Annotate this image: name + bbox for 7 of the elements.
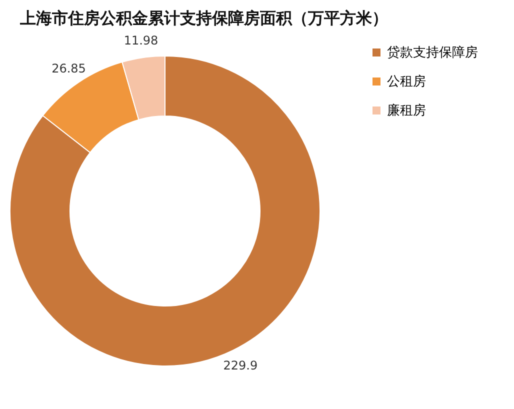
legend-label: 公租房: [387, 74, 426, 90]
data-label: 229.9: [223, 358, 258, 373]
data-label: 26.85: [52, 61, 86, 76]
chart-title: 上海市住房公积金累计支持保障房面积（万平方米）: [19, 8, 388, 28]
legend-label: 廉租房: [387, 102, 426, 118]
legend-label: 贷款支持保障房: [387, 44, 478, 60]
data-label: 11.98: [124, 34, 158, 48]
